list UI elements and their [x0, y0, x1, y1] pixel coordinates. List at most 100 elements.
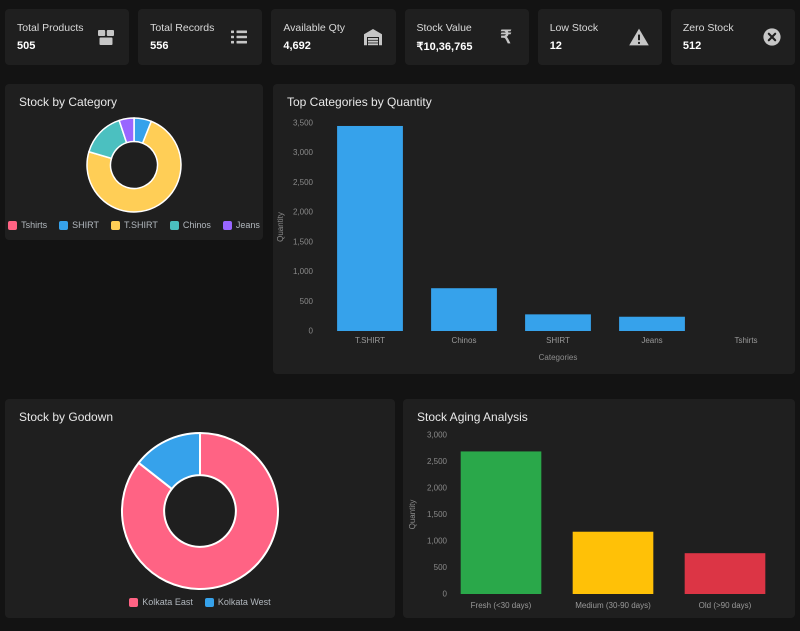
top-categories-panel: Top Categories by Quantity 0 500 1,000 1,50… [273, 84, 795, 374]
godown-chart-legend: Kolkata East Kolkata West [5, 597, 395, 607]
svg-text:Medium (30-90 days): Medium (30-90 days) [575, 601, 651, 610]
panel-title: Top Categories by Quantity [287, 95, 432, 109]
legend-swatch [110, 220, 120, 230]
stat-card-label: Total Records [150, 22, 215, 34]
bar[interactable] [684, 553, 766, 594]
bar[interactable] [619, 316, 685, 331]
legend-swatch [204, 597, 214, 607]
stat-card-label: Zero Stock [682, 22, 734, 34]
stat-card-label: Stock Value [416, 21, 472, 34]
legend-label: T.SHIRT [123, 220, 158, 230]
svg-text:Fresh (<30 days): Fresh (<30 days) [471, 601, 532, 610]
panel-title: Stock by Category [19, 95, 118, 109]
bar[interactable] [460, 451, 542, 594]
legend-item[interactable]: Tshirts [8, 220, 47, 230]
legend-swatch [169, 220, 179, 230]
svg-text:2,000: 2,000 [427, 484, 448, 493]
legend-label: Jeans [235, 220, 260, 230]
donut-slice[interactable] [121, 432, 279, 590]
svg-text:1,000: 1,000 [427, 537, 448, 546]
legend-swatch [59, 220, 69, 230]
legend-item[interactable]: Chinos [169, 220, 211, 230]
stat-card-text: Low Stock 12 [550, 22, 598, 52]
panel-title: Stock Aging Analysis [417, 410, 528, 424]
stat-card-label: Total Products [17, 22, 84, 34]
legend-label: SHIRT [72, 220, 99, 230]
svg-text:Tshirts: Tshirts [734, 336, 757, 345]
svg-text:Chinos: Chinos [452, 336, 477, 345]
top-categories-bar-chart[interactable]: 0 500 1,000 1,500 2,000 2,500 3,000 3,500 T.SHIR… [273, 113, 795, 371]
legend-item[interactable]: Kolkata East [129, 597, 193, 607]
legend-item[interactable]: Kolkata West [204, 597, 271, 607]
svg-text:2,000: 2,000 [293, 208, 314, 217]
bar[interactable] [337, 125, 403, 331]
category-chart-legend: Tshirts SHIRT T.SHIRT Chinos Jeans [5, 220, 263, 230]
stat-card-zero-stock: Zero Stock 512 [670, 9, 796, 65]
stat-card-low-stock: Low Stock 12 [537, 9, 662, 65]
stat-card-available-qty: Available Qty 4,692 [271, 9, 396, 65]
stat-card-value: 4,692 [283, 40, 311, 52]
stat-card-value: 12 [549, 40, 562, 52]
package-icon [95, 26, 117, 48]
stat-card-value: 556 [150, 40, 169, 52]
legend-item[interactable]: SHIRT [59, 220, 99, 230]
cross-circle-icon [761, 26, 783, 48]
svg-text:3,000: 3,000 [427, 431, 448, 440]
svg-text:₹: ₹ [500, 27, 512, 47]
charts-row-bottom: Stock by Godown Kolkata East Kolkata West… [5, 399, 795, 618]
svg-text:Categories: Categories [539, 353, 578, 362]
stat-card-value: 505 [17, 40, 36, 52]
stat-card-stock-value: Stock Value ₹10,36,765 ₹ [404, 9, 529, 65]
legend-label: Kolkata West [217, 597, 271, 607]
stat-card-text: Stock Value ₹10,36,765 [417, 22, 473, 53]
donut-slice[interactable] [118, 117, 135, 144]
stock-by-category-panel: Stock by Category Tshirts SHIRT T.SHIRT Chi… [5, 84, 263, 240]
svg-text:3,000: 3,000 [293, 148, 314, 157]
stat-card-value: ₹10,36,765 [416, 40, 473, 53]
legend-label: Kolkata East [142, 597, 193, 607]
svg-text:0: 0 [443, 590, 448, 599]
svg-text:500: 500 [434, 563, 448, 572]
bar[interactable] [525, 314, 591, 331]
stat-card-text: Zero Stock 512 [683, 22, 734, 52]
stat-card-text: Total Records 556 [150, 22, 214, 52]
stat-card-total-records: Total Records 556 [138, 9, 263, 65]
svg-text:2,500: 2,500 [427, 457, 448, 466]
donut-slice[interactable] [86, 120, 182, 213]
rupee-icon: ₹ [495, 26, 517, 48]
stock-aging-panel: Stock Aging Analysis 0 500 1,000 1,500 2,000… [403, 399, 795, 618]
stat-card-label: Available Qty [283, 22, 346, 34]
warehouse-icon [362, 26, 384, 48]
svg-text:0: 0 [309, 327, 314, 336]
svg-text:3,500: 3,500 [293, 119, 314, 128]
stat-card-total-products: Total Products 505 [5, 9, 130, 65]
svg-text:Old (>90 days): Old (>90 days) [699, 601, 752, 610]
svg-text:1,500: 1,500 [427, 510, 448, 519]
bar[interactable] [572, 531, 654, 594]
svg-text:500: 500 [300, 297, 314, 306]
svg-text:1,000: 1,000 [293, 267, 314, 276]
svg-text:1,500: 1,500 [293, 237, 314, 246]
stock-aging-bar-chart[interactable]: 0 500 1,000 1,500 2,000 2,500 3,000 Fresh (<30 … [403, 428, 795, 618]
bar[interactable] [431, 288, 497, 331]
list-icon [228, 26, 250, 48]
warning-icon [628, 26, 650, 48]
legend-item[interactable]: Jeans [222, 220, 260, 230]
stock-by-category-donut-chart[interactable] [5, 113, 263, 217]
stat-card-value: 512 [682, 40, 702, 52]
svg-text:2,500: 2,500 [293, 178, 314, 187]
stock-by-godown-panel: Stock by Godown Kolkata East Kolkata West [5, 399, 395, 618]
legend-swatch [8, 220, 18, 230]
legend-label: Chinos [182, 220, 211, 230]
legend-swatch [129, 597, 139, 607]
svg-text:T.SHIRT: T.SHIRT [355, 336, 385, 345]
legend-item[interactable]: T.SHIRT [110, 220, 158, 230]
legend-label: Tshirts [21, 220, 48, 230]
stat-card-text: Total Products 505 [17, 22, 84, 52]
stock-by-godown-donut-chart[interactable] [5, 428, 395, 594]
svg-text:Jeans: Jeans [641, 336, 662, 345]
svg-text:SHIRT: SHIRT [546, 336, 570, 345]
donut-slice[interactable] [137, 432, 201, 490]
stat-card-label: Low Stock [549, 22, 599, 34]
